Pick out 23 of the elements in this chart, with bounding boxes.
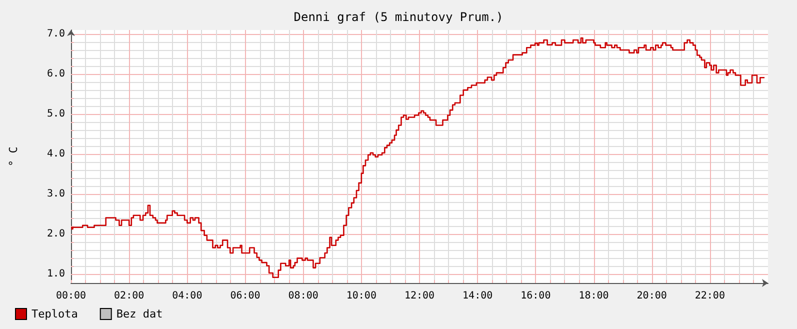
chart-title: Denni graf (5 minutovy Prum.): [294, 10, 504, 24]
x-tick-label: 16:00: [520, 290, 551, 302]
x-tick-label: 22:00: [694, 290, 725, 302]
y-tick-label: 6.0: [46, 68, 65, 80]
x-tick-label: 18:00: [578, 290, 609, 302]
x-tick-label: 20:00: [636, 290, 667, 302]
x-tick-label: 08:00: [288, 290, 318, 302]
y-tick-label: 5.0: [46, 108, 65, 120]
y-tick-label: 1.0: [46, 268, 65, 280]
x-tick-label: 04:00: [172, 290, 202, 302]
x-tick-label: 14:00: [462, 290, 493, 302]
y-tick-label: 2.0: [46, 228, 65, 240]
y-tick-label: 3.0: [46, 188, 65, 200]
x-tick-label: 00:00: [56, 290, 86, 302]
y-axis-title: ° C: [7, 146, 20, 166]
x-tick-label: 02:00: [114, 290, 144, 302]
legend-label: Bez dat: [116, 308, 163, 320]
y-tick-label: 4.0: [46, 148, 65, 160]
x-tick-label: 06:00: [230, 290, 260, 302]
legend-label: Teplota: [32, 308, 78, 320]
x-tick-label: 10:00: [346, 290, 376, 302]
y-tick-label: 7.0: [46, 28, 65, 40]
x-tick-label: 12:00: [404, 290, 435, 302]
